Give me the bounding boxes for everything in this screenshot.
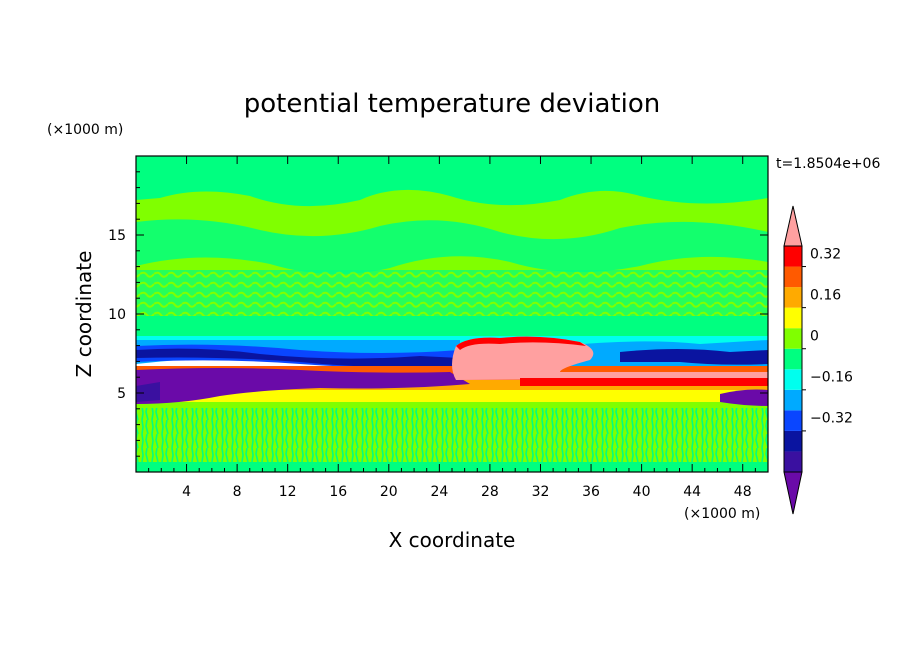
colorbar-extend-bottom [783, 471, 803, 515]
x-tick-label: 8 [233, 484, 242, 500]
colorbar: 0.32 0.16 0 −0.16 −0.32 [783, 205, 853, 515]
x-tick-label: 40 [633, 484, 651, 500]
y-tick-label: 10 [108, 307, 126, 323]
purple-layer [136, 368, 470, 404]
upper-green-band [136, 156, 768, 207]
layer-lightgreen [136, 402, 768, 408]
x-tick-label: 20 [380, 484, 398, 500]
colorbar-segment [784, 369, 802, 390]
colorbar-tick-label: 0 [810, 328, 819, 344]
colorbar-segment [784, 430, 802, 452]
x-tick-label: 28 [481, 484, 499, 500]
colorbar-segment [784, 266, 802, 288]
colorbar-segment [784, 287, 802, 308]
layer-darkblue-right [620, 349, 768, 365]
x-tick-label: 12 [279, 484, 297, 500]
x-tick-label: 24 [430, 484, 448, 500]
purple-layer-right [720, 389, 768, 406]
colorbar-segment [784, 451, 802, 472]
colorbar-segment [784, 348, 802, 370]
y-axis: 5 10 15 [108, 171, 768, 457]
colorbar-tick-label: 0.32 [810, 246, 841, 262]
colorbar-frame [783, 245, 803, 473]
y-tick-label: 5 [117, 386, 126, 402]
x-tick-label: 16 [329, 484, 347, 500]
x-tick-label: 44 [683, 484, 701, 500]
x-tick-label: 32 [532, 484, 550, 500]
red-layer-right [520, 378, 768, 386]
colorbar-extend-top [783, 205, 803, 247]
purple-left-mid [136, 382, 160, 402]
colorbar-segment [784, 328, 802, 349]
layer-darkblue [136, 348, 460, 368]
red-edge [456, 336, 586, 350]
mid-green-band [136, 219, 768, 275]
x-axis-label: X coordinate [389, 528, 516, 552]
time-label: t=1.8504e+06 [776, 156, 880, 172]
noise-lower [136, 406, 768, 472]
colorbar-tick-label: −0.16 [810, 370, 853, 386]
colorbar-segment [784, 307, 802, 329]
x-unit-label: (×1000 m) [684, 506, 760, 522]
y-axis-label: Z coordinate [72, 251, 96, 378]
y-unit-label: (×1000 m) [47, 122, 123, 138]
colorbar-segment [784, 246, 802, 267]
layer-yellow [136, 390, 768, 402]
colorbar-segment [784, 389, 802, 411]
noise-upper [136, 270, 768, 318]
colorbar-segment [784, 410, 802, 431]
colorbar-tick-label: 0.16 [810, 287, 841, 303]
chart-title: potential temperature deviation [244, 89, 660, 119]
x-axis: 4 8 12 16 20 24 28 32 36 40 44 48 [148, 156, 756, 500]
pink-blob [452, 336, 768, 380]
bottom-edge [136, 462, 768, 472]
plot-area [136, 156, 768, 472]
y-tick-label: 15 [108, 228, 126, 244]
colorbar-tick-label: −0.32 [810, 411, 853, 427]
x-tick-label: 48 [734, 484, 752, 500]
x-tick-label: 4 [182, 484, 191, 500]
x-tick-label: 36 [582, 484, 600, 500]
